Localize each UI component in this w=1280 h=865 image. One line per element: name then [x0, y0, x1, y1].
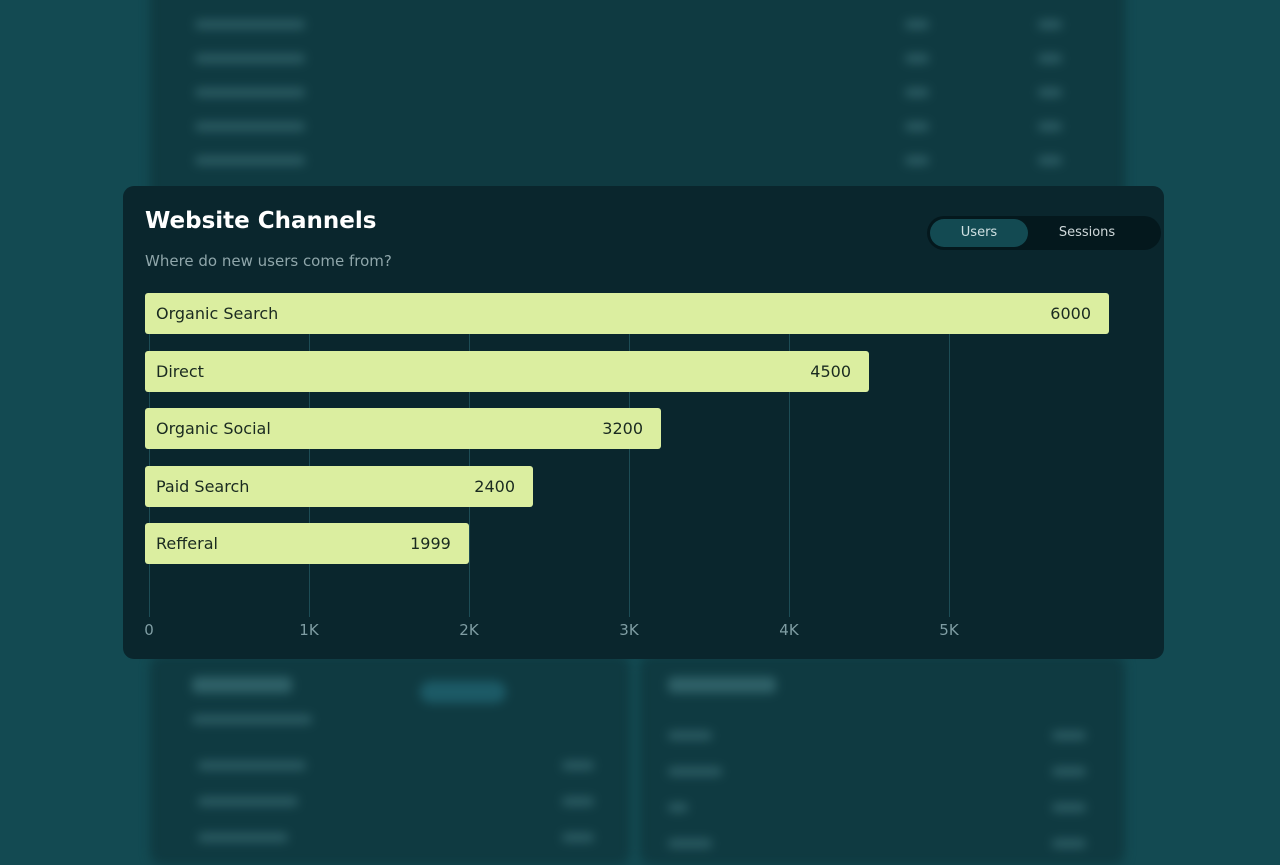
- background-title: [192, 677, 292, 693]
- background-row: [195, 88, 305, 97]
- bar-category-label: Direct: [156, 361, 204, 381]
- x-tick-label: 4K: [779, 621, 799, 639]
- background-cell: [1038, 54, 1062, 63]
- background-panel-bottom-right: [640, 655, 1125, 865]
- toggle-users-button[interactable]: Users: [930, 219, 1028, 247]
- gridline: [629, 332, 630, 617]
- x-tick-label: 5K: [939, 621, 959, 639]
- background-cell: [1038, 20, 1062, 29]
- background-cell: [1052, 839, 1086, 848]
- background-cell: [905, 20, 929, 29]
- background-toggle: [420, 681, 506, 703]
- bar-value-label: 1999: [410, 534, 451, 553]
- background-cell: [562, 761, 594, 770]
- background-row: [192, 715, 312, 724]
- x-tick-label: 2K: [459, 621, 479, 639]
- bar-category-label: Refferal: [156, 534, 218, 553]
- bar[interactable]: Direct 4500: [145, 350, 869, 392]
- background-row: [668, 767, 722, 776]
- x-tick-label: 1K: [299, 621, 319, 639]
- background-cell: [905, 156, 929, 165]
- background-cell: [905, 122, 929, 131]
- bar[interactable]: Paid Search 2400: [145, 465, 533, 507]
- gridline: [789, 332, 790, 617]
- website-channels-card: Website Channels Where do new users come…: [123, 186, 1164, 659]
- background-row: [198, 833, 288, 842]
- background-row: [668, 839, 712, 848]
- gridline: [949, 332, 950, 617]
- toggle-sessions-button[interactable]: Sessions: [1058, 225, 1116, 240]
- background-row: [668, 731, 712, 740]
- background-panel-top: [150, 0, 1125, 210]
- background-row: [195, 20, 305, 29]
- bar[interactable]: Refferal 1999: [145, 523, 469, 564]
- background-cell: [905, 88, 929, 97]
- background-cell: [1052, 767, 1086, 776]
- bar-value-label: 2400: [474, 476, 515, 496]
- background-row: [195, 156, 305, 165]
- bar-category-label: Paid Search: [156, 476, 250, 496]
- bar-value-label: 6000: [1050, 304, 1091, 323]
- background-cell: [1052, 731, 1086, 740]
- bar[interactable]: Organic Social 3200: [145, 408, 661, 449]
- background-cell: [1038, 156, 1062, 165]
- background-row: [198, 761, 306, 770]
- bar-category-label: Organic Social: [156, 419, 271, 438]
- x-tick-label: 3K: [619, 621, 639, 639]
- background-cell: [1052, 803, 1086, 812]
- card-title: Website Channels: [145, 208, 377, 234]
- x-tick-label: 0: [144, 621, 154, 639]
- background-cell: [905, 54, 929, 63]
- background-row: [195, 122, 305, 131]
- background-cell: [1038, 88, 1062, 97]
- bar-chart: 0 1K 2K 3K 4K 5K Organic Search 6000 Direct 4500 O…: [123, 186, 1164, 659]
- bar-value-label: 3200: [602, 419, 643, 438]
- background-cell: [562, 833, 594, 842]
- bar[interactable]: Organic Search 6000: [145, 293, 1109, 334]
- blurred-background-dashboard: [150, 0, 1125, 865]
- card-subtitle: Where do new users come from?: [145, 252, 392, 270]
- metric-toggle: Users Sessions: [927, 216, 1161, 250]
- bar-category-label: Organic Search: [156, 304, 279, 323]
- background-panel-bottom-left: [150, 655, 630, 865]
- background-title: [668, 677, 776, 693]
- background-row: [195, 54, 305, 63]
- bar-value-label: 4500: [810, 361, 851, 381]
- background-cell: [1038, 122, 1062, 131]
- background-cell: [562, 797, 594, 806]
- background-row: [668, 803, 688, 812]
- background-row: [198, 797, 298, 806]
